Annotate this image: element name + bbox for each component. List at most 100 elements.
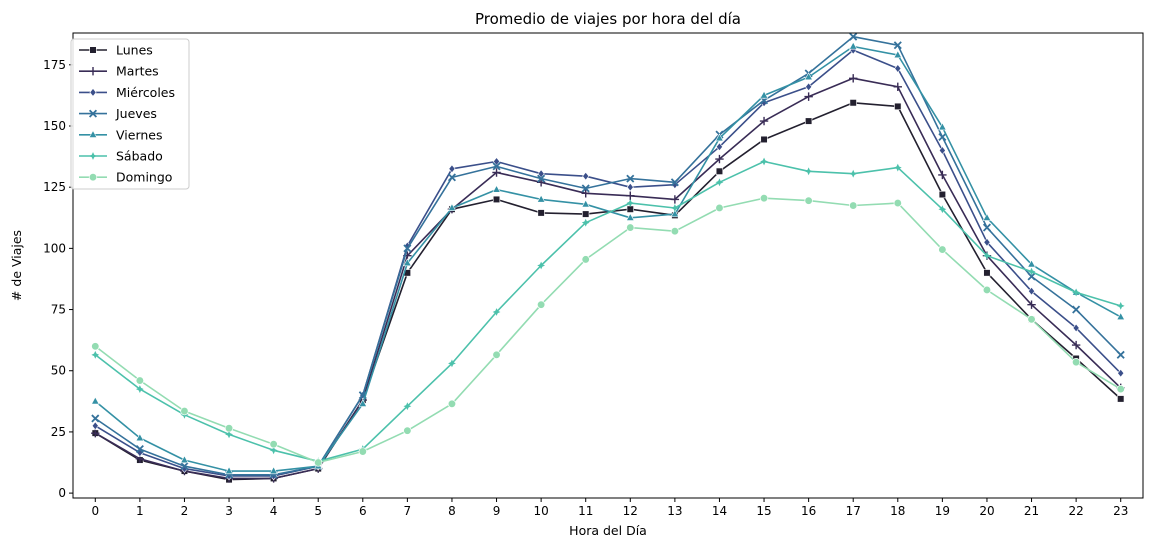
y-tick-label: 25: [51, 425, 66, 439]
data-point-sabado: [983, 251, 991, 260]
x-tick-label: 8: [448, 504, 456, 518]
data-point-domingo: [135, 376, 145, 385]
data-point-viernes: [135, 433, 145, 442]
data-point-lunes: [805, 117, 813, 125]
data-point-martes: [893, 82, 902, 92]
data-point-jueves: [447, 173, 456, 182]
x-tick-label: 23: [1113, 504, 1128, 518]
data-point-domingo: [180, 406, 189, 416]
data-point-sabado: [1027, 267, 1036, 276]
data-point-miercoles: [91, 421, 99, 431]
data-point-domingo: [224, 424, 234, 433]
legend-item-lunes: Lunes: [79, 43, 153, 58]
x-tick-label: 17: [846, 504, 861, 518]
data-point-viernes: [759, 90, 769, 99]
data-point-viernes: [581, 199, 590, 208]
data-point-sabado: [760, 157, 768, 166]
data-point-lunes: [894, 102, 902, 111]
data-point-sabado: [135, 385, 144, 394]
data-point-miercoles: [1117, 368, 1125, 378]
series-sabado: [91, 157, 1125, 466]
data-point-jueves: [403, 244, 412, 253]
series-line-viernes: [94, 45, 1122, 472]
data-point-jueves: [849, 32, 858, 41]
data-point-viernes: [1027, 259, 1036, 268]
data-point-domingo: [358, 447, 367, 456]
legend-item-viernes: Viernes: [79, 127, 162, 142]
data-point-lunes: [492, 195, 501, 204]
data-point-domingo: [715, 203, 724, 213]
data-point-viernes: [715, 133, 724, 142]
legend-item-miercoles: Miércoles: [79, 85, 175, 100]
x-tick-label: 20: [979, 504, 994, 518]
legend-label: Miércoles: [116, 85, 175, 100]
y-axis-ticks: 0 25 50 75 100 125 150 175: [43, 58, 73, 500]
data-point-viernes: [804, 72, 813, 81]
x-tick-label: 15: [756, 504, 771, 518]
data-point-viernes: [670, 209, 680, 218]
data-point-sabado: [1116, 301, 1125, 310]
data-point-viernes: [1116, 312, 1125, 320]
data-point-martes: [670, 195, 680, 204]
data-point-viernes: [492, 184, 501, 193]
data-point-domingo: [849, 201, 858, 210]
series-line-jueves: [94, 35, 1122, 476]
series-line-sabado: [94, 160, 1121, 463]
x-tick-label: 11: [578, 504, 593, 518]
data-point-domingo: [938, 245, 947, 254]
data-point-miercoles: [1072, 323, 1080, 333]
x-tick-label: 9: [493, 504, 501, 518]
data-point-sabado: [849, 169, 858, 178]
data-point-lunes: [849, 99, 857, 107]
chart-title: Promedio de viajes por hora del día: [475, 10, 741, 28]
data-point-jueves: [1072, 305, 1081, 314]
y-tick-label: 50: [51, 364, 66, 378]
legend-swatch-marker: [89, 46, 97, 54]
data-point-domingo: [447, 399, 457, 408]
data-point-domingo: [314, 458, 323, 467]
data-point-miercoles: [894, 64, 902, 73]
data-point-sabado: [626, 199, 635, 207]
data-point-miercoles: [805, 82, 813, 92]
data-point-jueves: [492, 162, 501, 171]
legend-swatch-marker: [89, 152, 97, 160]
x-tick-label: 19: [935, 504, 950, 518]
data-point-domingo: [536, 300, 546, 309]
legend-label: Viernes: [116, 127, 162, 142]
data-point-martes: [626, 191, 635, 200]
x-tick-label: 18: [890, 504, 905, 518]
data-point-miercoles: [715, 142, 723, 152]
data-point-martes: [581, 189, 590, 198]
legend-swatch-marker: [88, 109, 98, 118]
data-point-domingo: [1116, 384, 1125, 394]
series-domingo: [91, 194, 1125, 467]
data-point-lunes: [537, 209, 545, 217]
data-point-jueves: [626, 174, 635, 183]
y-tick-label: 125: [43, 180, 66, 194]
data-point-domingo: [492, 350, 501, 359]
data-point-lunes: [1117, 395, 1125, 403]
data-point-viernes: [180, 455, 189, 464]
data-point-martes: [849, 74, 858, 83]
data-point-domingo: [1071, 358, 1081, 367]
data-point-domingo: [804, 196, 813, 205]
x-tick-label: 5: [314, 504, 322, 518]
data-point-lunes: [938, 190, 946, 199]
legend-swatch-marker: [89, 88, 97, 97]
data-point-viernes: [447, 203, 457, 212]
data-point-sabado: [938, 205, 947, 214]
legend-frame: [70, 38, 190, 190]
data-point-jueves: [91, 414, 100, 423]
data-point-sabado: [225, 430, 233, 439]
legend-label: Martes: [116, 64, 159, 79]
data-point-viernes: [938, 122, 947, 131]
data-point-sabado: [403, 402, 412, 411]
x-axis-ticks: 0 1 2 3 4 5 6 7 8 9 10 11 12 13 14 15 16 17 18 19 20 21 22 23: [91, 498, 1128, 518]
data-point-domingo: [626, 223, 635, 232]
x-tick-label: 14: [712, 504, 727, 518]
data-point-sabado: [1072, 288, 1081, 297]
x-tick-label: 12: [623, 504, 638, 518]
data-point-sabado: [670, 204, 679, 212]
